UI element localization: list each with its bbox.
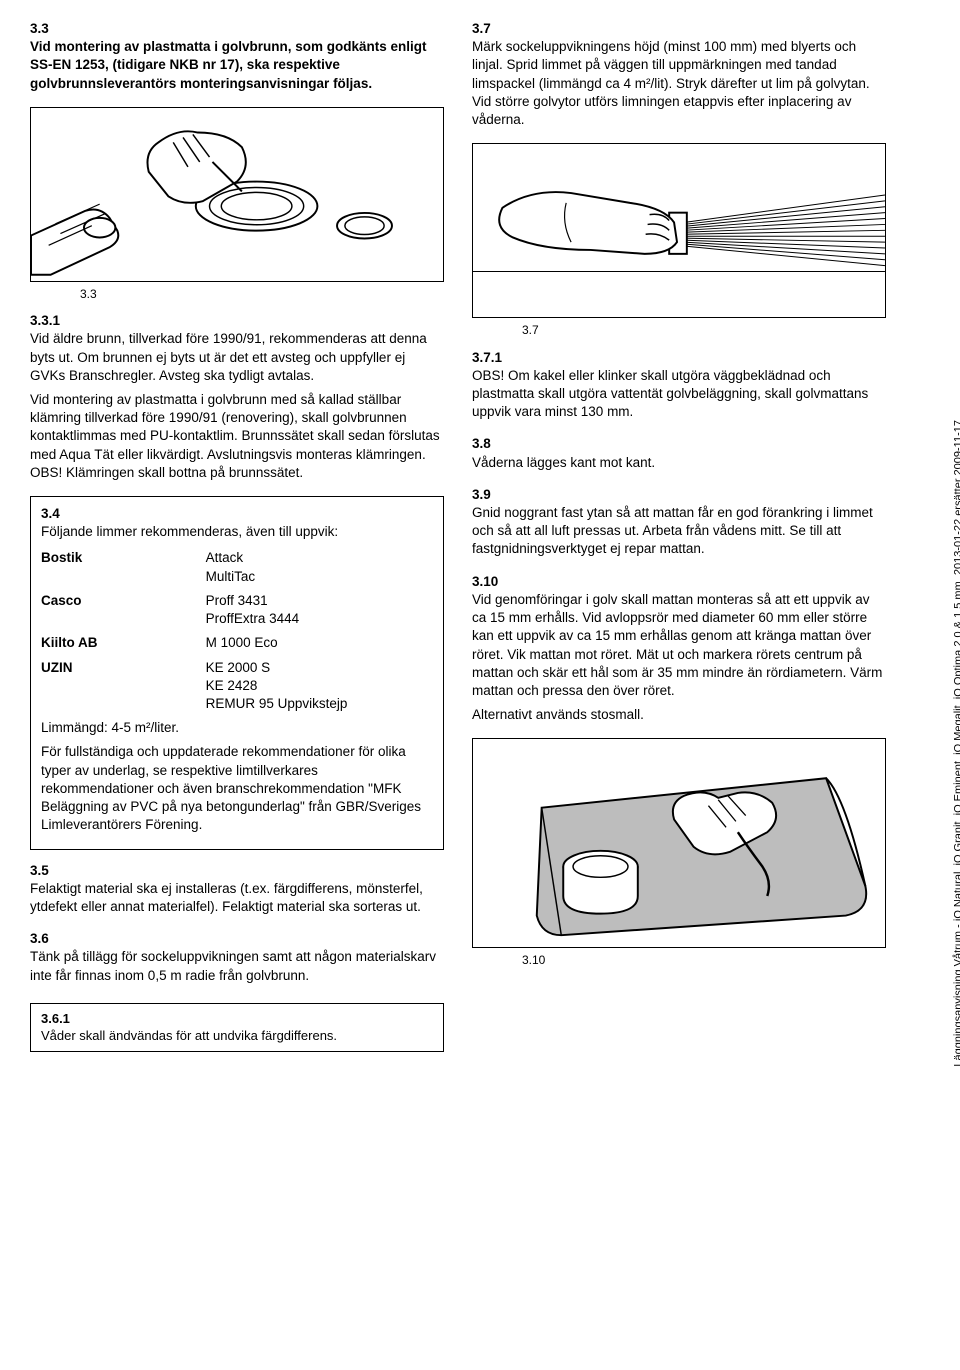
section-body: Våderna lägges kant mot kant. xyxy=(472,454,886,472)
section-number: 3.6.1 xyxy=(41,1010,433,1028)
left-column: 3.3 Vid montering av plastmatta i golvbr… xyxy=(30,20,444,1052)
brand: Casco xyxy=(41,592,206,628)
section-3-10: 3.10 Vid genomföringar i golv skall matt… xyxy=(472,573,886,725)
section-number: 3.8 xyxy=(472,435,886,453)
section-number: 3.6 xyxy=(30,930,444,948)
section-number: 3.10 xyxy=(472,573,886,591)
products: Proff 3431 ProffExtra 3444 xyxy=(206,592,433,628)
section-3-3: 3.3 Vid montering av plastmatta i golvbr… xyxy=(30,20,444,93)
paragraph: Vid genomföringar i golv skall mattan mo… xyxy=(472,591,886,700)
section-number: 3.7.1 xyxy=(472,349,886,367)
adhesive-box: 3.4 Följande limmer rekommenderas, även … xyxy=(30,496,444,850)
caption-3-7: 3.7 xyxy=(472,322,886,338)
products: KE 2000 S KE 2428 REMUR 95 Uppvikstejp xyxy=(206,659,433,714)
pipe-penetration-illustration xyxy=(473,739,885,945)
caption-3-10: 3.10 xyxy=(472,952,886,968)
section-3-6: 3.6 Tänk på tillägg för sockeluppvikning… xyxy=(30,930,444,985)
section-3-6-1-box: 3.6.1 Våder skall ändvändas för att undv… xyxy=(30,1003,444,1052)
drain-ring-illustration xyxy=(31,108,443,280)
paragraph: Vid äldre brunn, tillverkad före 1990/91… xyxy=(30,330,444,385)
section-body: Tänk på tillägg för sockeluppvikningen s… xyxy=(30,948,444,984)
adhesive-footnote: För fullständiga och uppdaterade rekomme… xyxy=(41,743,433,834)
section-number: 3.3 xyxy=(30,20,444,38)
illustration-3-10 xyxy=(472,738,886,948)
section-number: 3.9 xyxy=(472,486,886,504)
section-3-3-1: 3.3.1 Vid äldre brunn, tillverkad före 1… xyxy=(30,312,444,482)
section-3-7-1: 3.7.1 OBS! Om kakel eller klinker skall … xyxy=(472,349,886,422)
section-body: Gnid noggrant fast ytan så att mattan få… xyxy=(472,504,886,559)
section-body: Våder skall ändvändas för att undvika fä… xyxy=(41,1027,433,1045)
section-number: 3.7 xyxy=(472,20,886,38)
products: Attack MultiTac xyxy=(206,549,433,585)
paragraph: Alternativt används stosmall. xyxy=(472,706,886,724)
section-body: Märk sockeluppvikningens höjd (minst 100… xyxy=(472,38,886,129)
illustration-3-7 xyxy=(472,143,886,318)
section-body: Felaktigt material ska ej installeras (t… xyxy=(30,880,444,916)
section-body: OBS! Om kakel eller klinker skall utgöra… xyxy=(472,367,886,422)
spreading-adhesive-illustration xyxy=(473,144,885,316)
table-row: Bostik Attack MultiTac xyxy=(41,549,433,585)
brand: UZIN xyxy=(41,659,206,714)
section-3-7: 3.7 Märk sockeluppvikningens höjd (minst… xyxy=(472,20,886,129)
section-body: Vid montering av plastmatta i golvbrunn,… xyxy=(30,38,444,93)
illustration-3-3 xyxy=(30,107,444,282)
table-row: Kiilto AB M 1000 Eco xyxy=(41,634,433,652)
section-number: 3.4 xyxy=(41,505,433,523)
adhesive-table: Bostik Attack MultiTac Casco Proff 3431 … xyxy=(41,549,433,713)
table-row: UZIN KE 2000 S KE 2428 REMUR 95 Uppvikst… xyxy=(41,659,433,714)
products: M 1000 Eco xyxy=(206,634,433,652)
page-columns: 3.3 Vid montering av plastmatta i golvbr… xyxy=(30,20,930,1052)
adhesive-intro: Följande limmer rekommenderas, även till… xyxy=(41,523,433,541)
right-column: 3.7 Märk sockeluppvikningens höjd (minst… xyxy=(472,20,886,1052)
caption-3-3: 3.3 xyxy=(30,286,444,302)
adhesive-quantity: Limmängd: 4-5 m²/liter. xyxy=(41,719,433,737)
paragraph: Vid montering av plastmatta i golvbrunn … xyxy=(30,391,444,482)
brand: Bostik xyxy=(41,549,206,585)
section-3-8: 3.8 Våderna lägges kant mot kant. xyxy=(472,435,886,471)
section-3-5: 3.5 Felaktigt material ska ej installera… xyxy=(30,862,444,917)
section-3-9: 3.9 Gnid noggrant fast ytan så att matta… xyxy=(472,486,886,559)
side-revision-note: Läggningsanvisning Våtrum - iQ Natural, … xyxy=(952,420,960,1067)
brand: Kiilto AB xyxy=(41,634,206,652)
section-number: 3.5 xyxy=(30,862,444,880)
section-number: 3.3.1 xyxy=(30,312,444,330)
table-row: Casco Proff 3431 ProffExtra 3444 xyxy=(41,592,433,628)
